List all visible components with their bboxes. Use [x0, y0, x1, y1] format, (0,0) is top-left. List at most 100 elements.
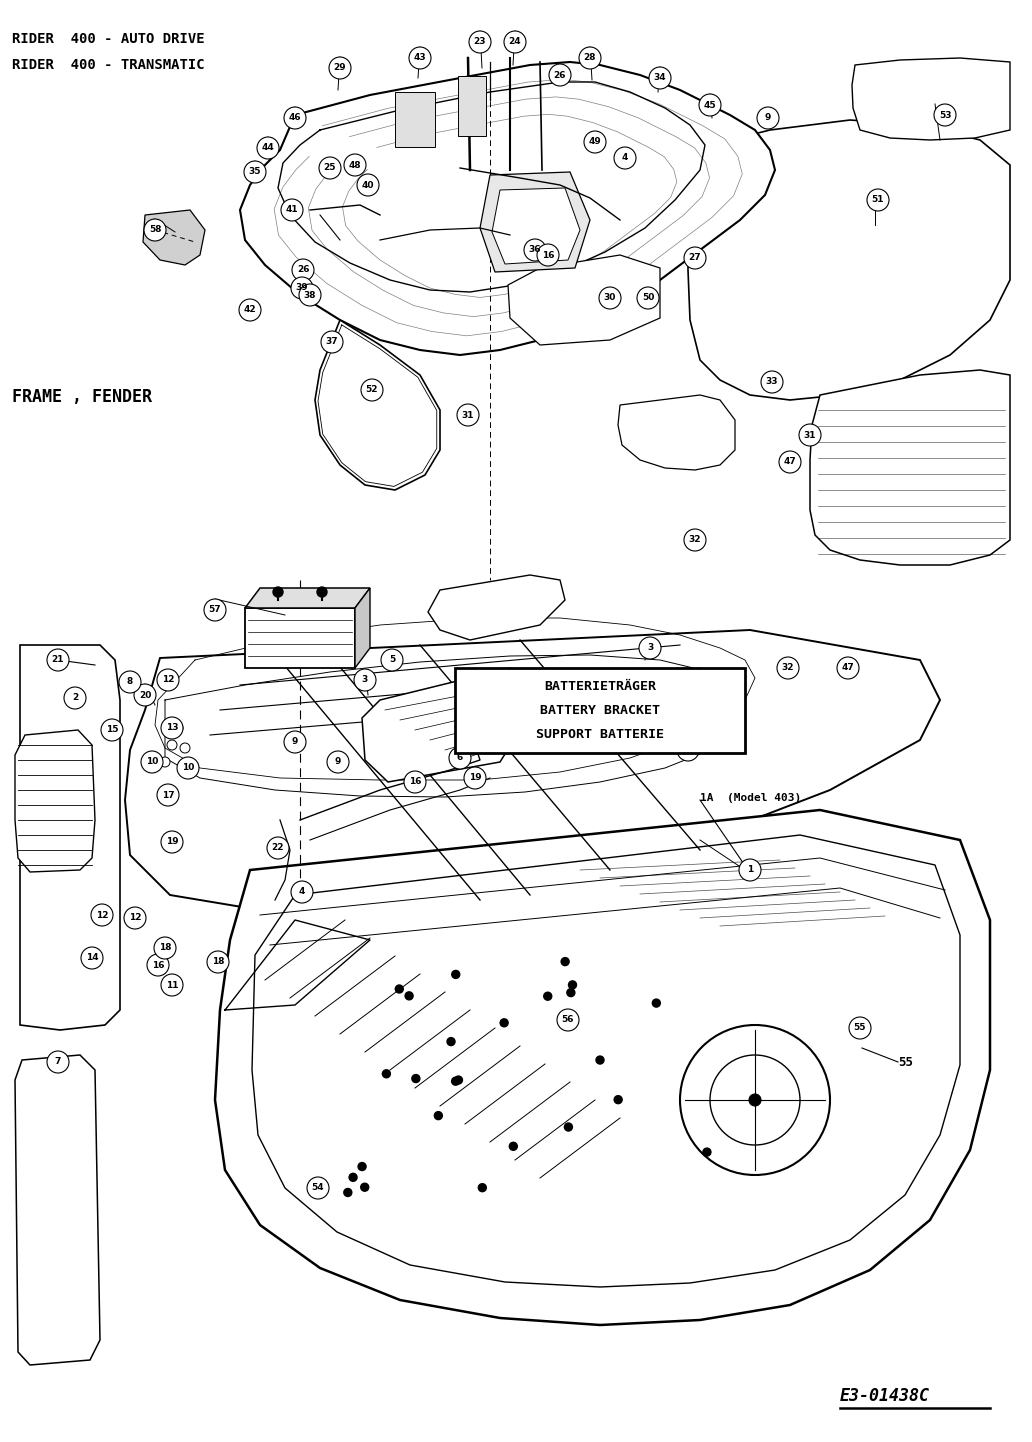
Text: 12: 12 — [129, 913, 141, 923]
Text: 26: 26 — [554, 71, 567, 79]
Text: 28: 28 — [584, 53, 596, 62]
Text: 10: 10 — [182, 763, 194, 773]
Circle shape — [710, 1056, 800, 1145]
Text: 23: 23 — [474, 37, 486, 46]
Circle shape — [354, 669, 376, 691]
Text: 55: 55 — [898, 1056, 913, 1069]
Text: 11: 11 — [166, 981, 179, 989]
Text: 9: 9 — [292, 737, 298, 747]
Circle shape — [596, 1056, 604, 1064]
Circle shape — [406, 992, 413, 999]
Text: 29: 29 — [333, 63, 347, 72]
Text: 35: 35 — [249, 167, 261, 176]
Text: 42: 42 — [244, 306, 256, 314]
Circle shape — [524, 239, 546, 261]
Text: 4: 4 — [299, 887, 305, 897]
Text: 54: 54 — [312, 1184, 324, 1193]
Text: 39: 39 — [296, 284, 309, 293]
Circle shape — [395, 985, 404, 994]
Circle shape — [204, 598, 226, 622]
Text: 11: 11 — [682, 746, 695, 754]
Text: 34: 34 — [653, 74, 667, 82]
Circle shape — [569, 981, 577, 989]
Text: BATTERY BRACKET: BATTERY BRACKET — [540, 704, 660, 717]
Text: 47: 47 — [783, 457, 797, 467]
Text: 38: 38 — [303, 290, 316, 300]
Text: 44: 44 — [262, 144, 275, 153]
Circle shape — [80, 947, 103, 969]
Circle shape — [649, 66, 671, 89]
Text: 48: 48 — [349, 160, 361, 170]
Circle shape — [614, 147, 636, 169]
Text: 7: 7 — [55, 1057, 61, 1067]
Circle shape — [91, 904, 112, 926]
Circle shape — [319, 157, 341, 179]
Circle shape — [317, 587, 327, 597]
Text: 10: 10 — [146, 757, 158, 767]
Circle shape — [639, 637, 662, 659]
Circle shape — [141, 751, 163, 773]
Polygon shape — [15, 730, 95, 872]
Circle shape — [761, 371, 783, 394]
Polygon shape — [245, 609, 355, 668]
Circle shape — [757, 107, 779, 128]
Text: 13: 13 — [166, 724, 179, 733]
Circle shape — [567, 989, 575, 996]
Text: 2: 2 — [72, 694, 78, 702]
Circle shape — [452, 1077, 459, 1086]
Text: 18: 18 — [212, 957, 224, 966]
Polygon shape — [240, 62, 775, 355]
Circle shape — [147, 955, 169, 976]
Text: 51: 51 — [872, 196, 884, 205]
Text: 14: 14 — [86, 953, 98, 962]
Text: 4: 4 — [622, 153, 628, 163]
Text: 36: 36 — [528, 245, 541, 254]
Text: 16: 16 — [152, 960, 164, 969]
Circle shape — [124, 907, 146, 929]
Circle shape — [510, 1142, 517, 1151]
Text: 52: 52 — [365, 385, 379, 395]
Text: 1: 1 — [747, 865, 753, 874]
Polygon shape — [508, 255, 660, 345]
Text: 33: 33 — [766, 378, 778, 386]
Circle shape — [699, 94, 721, 115]
Circle shape — [349, 1174, 357, 1181]
Circle shape — [409, 48, 431, 69]
Circle shape — [837, 658, 859, 679]
Circle shape — [64, 686, 86, 709]
Circle shape — [134, 684, 156, 707]
Text: 25: 25 — [324, 163, 336, 173]
Polygon shape — [688, 120, 1010, 399]
Text: 9: 9 — [334, 757, 342, 767]
FancyBboxPatch shape — [455, 668, 745, 753]
Circle shape — [434, 1112, 443, 1119]
Circle shape — [361, 1184, 368, 1191]
Polygon shape — [492, 187, 580, 264]
Circle shape — [281, 199, 303, 221]
Circle shape — [358, 1162, 366, 1171]
Text: 40: 40 — [362, 180, 375, 189]
Circle shape — [161, 717, 183, 738]
Circle shape — [244, 162, 266, 183]
Text: 46: 46 — [289, 114, 301, 123]
Polygon shape — [245, 588, 370, 609]
Circle shape — [357, 174, 379, 196]
Circle shape — [187, 763, 197, 773]
Text: SUPPORT BATTERIE: SUPPORT BATTERIE — [536, 728, 664, 741]
Circle shape — [565, 1123, 573, 1131]
Text: 47: 47 — [842, 663, 854, 672]
Circle shape — [454, 1076, 462, 1084]
Text: 55: 55 — [853, 1024, 866, 1032]
Text: E3-01438C: E3-01438C — [840, 1387, 930, 1405]
Circle shape — [677, 738, 699, 761]
Circle shape — [452, 970, 459, 979]
Circle shape — [329, 58, 351, 79]
Circle shape — [614, 1096, 622, 1103]
Polygon shape — [143, 211, 205, 265]
Circle shape — [154, 937, 176, 959]
Circle shape — [292, 260, 314, 281]
Text: BATTERIETRÄGER: BATTERIETRÄGER — [544, 679, 656, 692]
Polygon shape — [618, 395, 735, 470]
Text: 31: 31 — [804, 431, 816, 440]
Text: RIDER  400 - AUTO DRIVE: RIDER 400 - AUTO DRIVE — [12, 32, 204, 46]
